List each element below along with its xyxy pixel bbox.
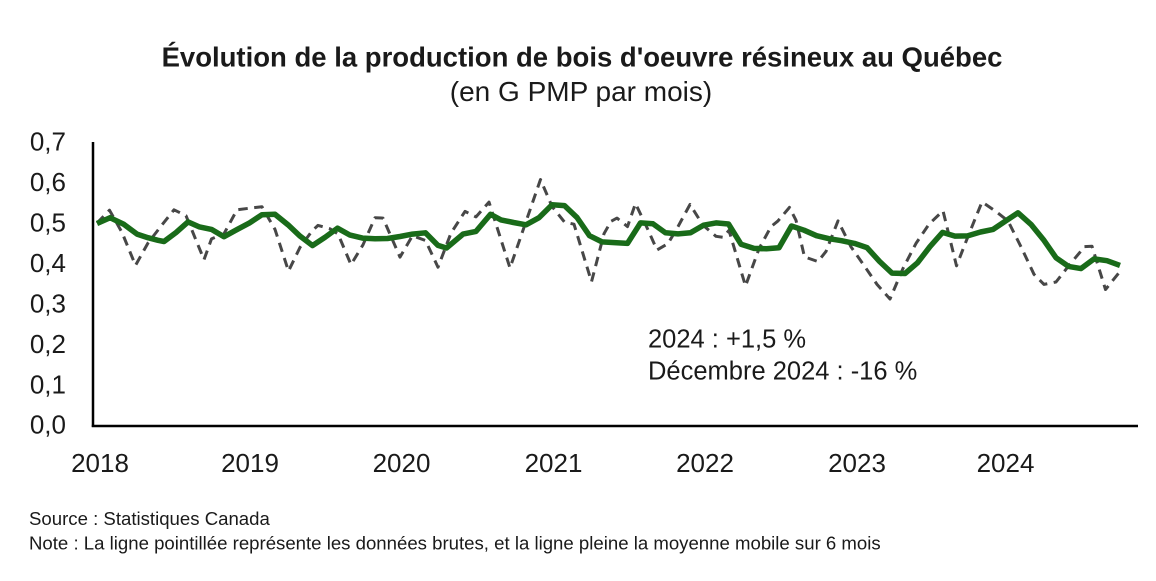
svg-text:(en G PMP par mois): (en G PMP par mois) xyxy=(450,76,712,107)
svg-text:0,3: 0,3 xyxy=(30,288,66,318)
svg-text:0,0: 0,0 xyxy=(30,410,66,440)
svg-text:2024 : +1,5 %: 2024 : +1,5 % xyxy=(648,326,806,354)
svg-text:Décembre 2024 : -16 %: Décembre 2024 : -16 % xyxy=(648,358,917,386)
svg-text:Source : Statistiques Canada: Source : Statistiques Canada xyxy=(29,508,270,529)
svg-text:2020: 2020 xyxy=(373,448,431,478)
svg-text:2019: 2019 xyxy=(221,448,279,478)
svg-text:Évolution de la production de: Évolution de la production de bois d'oeu… xyxy=(162,42,1003,73)
svg-text:0,4: 0,4 xyxy=(30,248,66,278)
svg-text:2018: 2018 xyxy=(71,448,129,478)
svg-text:0,5: 0,5 xyxy=(30,208,66,238)
svg-text:2024: 2024 xyxy=(977,448,1035,478)
svg-text:0,6: 0,6 xyxy=(30,167,66,197)
svg-text:2021: 2021 xyxy=(525,448,583,478)
svg-text:0,2: 0,2 xyxy=(30,329,66,359)
svg-text:2023: 2023 xyxy=(828,448,886,478)
svg-text:2022: 2022 xyxy=(676,448,734,478)
svg-text:0,1: 0,1 xyxy=(30,369,66,399)
svg-text:0,7: 0,7 xyxy=(30,127,66,157)
svg-text:Note : La ligne pointillée rep: Note : La ligne pointillée représente le… xyxy=(29,533,881,554)
